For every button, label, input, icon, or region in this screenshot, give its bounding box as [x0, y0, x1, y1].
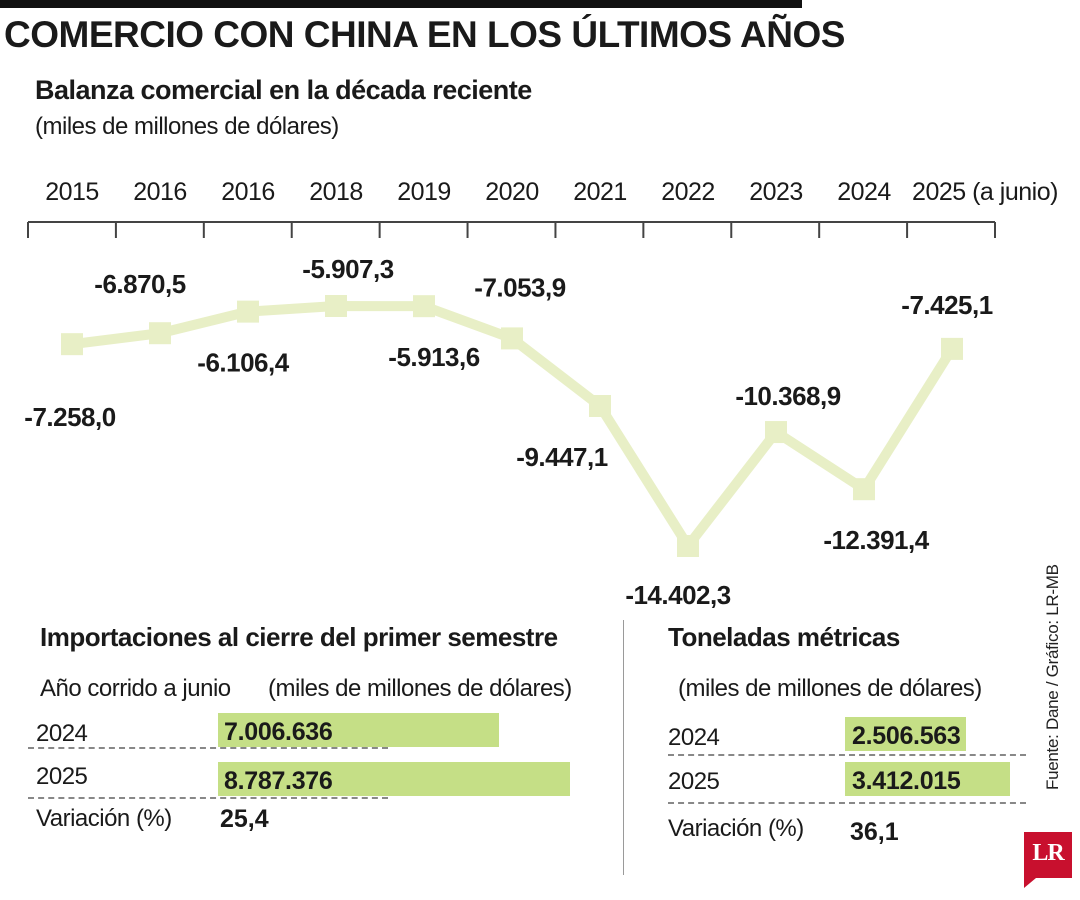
- page-title: COMERCIO CON CHINA EN LOS ÚLTIMOS AÑOS: [4, 14, 845, 55]
- tonnes-divider-2: [668, 802, 1026, 804]
- imports-value-2024: 7.006.636: [224, 718, 333, 746]
- tonnes-value-2024: 2.506.563: [852, 722, 961, 750]
- data-point: [765, 421, 787, 444]
- x-tick-label: 2019: [397, 178, 451, 206]
- data-label: -10.368,9: [735, 381, 840, 411]
- data-label: -6.106,4: [197, 348, 289, 378]
- data-label: -5.907,3: [302, 254, 393, 284]
- data-label: -9.447,1: [516, 442, 607, 472]
- lr-logo-tail: [1024, 878, 1036, 888]
- x-tick-label: 2015: [45, 178, 99, 206]
- imports-variation-label: Variación (%): [36, 805, 172, 832]
- chart-units: (miles de millones de dólares): [35, 113, 339, 140]
- tonnes-variation-value: 36,1: [850, 818, 899, 846]
- tonnes-bar-2024: [845, 717, 967, 751]
- x-tick-label: 2020: [485, 178, 539, 206]
- imports-note-left: Año corrido a junio: [40, 675, 231, 702]
- imports-year-2025: 2025: [36, 763, 88, 790]
- imports-year-2024: 2024: [36, 720, 88, 747]
- data-label: -7.258,0: [24, 402, 115, 432]
- data-point: [589, 395, 611, 418]
- data-point: [61, 333, 83, 356]
- data-point: [413, 295, 435, 318]
- imports-bar-2025: [218, 762, 570, 796]
- lr-logo-text: LR: [1032, 840, 1064, 866]
- x-tick-label: 2016: [221, 178, 275, 206]
- imports-value-2025: 8.787.376: [224, 767, 333, 795]
- x-tick-label: 2024: [837, 178, 891, 206]
- x-axis-labels: 2015 2016 2016 2018 2019 2020 2021 2022 2023 2024…: [45, 178, 1058, 206]
- source-note: Fuente: Dane / Gráfico: LR-MB: [1043, 564, 1062, 790]
- data-point: [677, 535, 699, 557]
- x-tick-label: 2022: [661, 178, 715, 206]
- data-label: -5.913,6: [388, 342, 479, 372]
- balance-data-labels: -7.258,0 -6.870,5 -6.106,4 -5.907,3 -5.913,6…: [24, 254, 993, 610]
- x-tick-label: 2018: [309, 178, 363, 206]
- data-point: [853, 478, 875, 501]
- data-label: -14.402,3: [625, 580, 730, 610]
- tonnes-variation-label: Variación (%): [668, 815, 804, 842]
- imports-variation-value: 25,4: [220, 805, 269, 833]
- imports-bar-2024: [218, 713, 499, 747]
- data-point: [149, 322, 171, 345]
- data-label: -12.391,4: [823, 525, 929, 555]
- balance-markers: [61, 295, 963, 557]
- top-rule: [0, 0, 802, 8]
- x-tick-label: 2025 (a junio): [912, 178, 1058, 206]
- x-tick-label: 2016: [133, 178, 187, 206]
- data-point: [325, 295, 347, 317]
- tonnes-divider-1: [668, 754, 1026, 756]
- tonnes-title: Toneladas métricas: [668, 622, 900, 652]
- x-tick-label: 2023: [749, 178, 803, 206]
- chart-subtitle: Balanza comercial en la década reciente: [35, 75, 532, 105]
- data-label: -7.425,1: [901, 290, 992, 320]
- lr-logo: LR: [1024, 832, 1072, 878]
- imports-divider-1: [28, 747, 388, 749]
- data-label: -7.053,9: [474, 272, 565, 302]
- imports-note-right: (miles de millones de dólares): [268, 675, 572, 702]
- tonnes-note: (miles de millones de dólares): [678, 675, 982, 702]
- tonnes-year-2024: 2024: [668, 724, 720, 751]
- tonnes-value-2025: 3.412.015: [852, 767, 961, 795]
- tonnes-bar-2025: [845, 762, 1010, 796]
- data-point: [501, 327, 523, 350]
- tonnes-year-2025: 2025: [668, 768, 720, 795]
- imports-title: Importaciones al cierre del primer semes…: [40, 622, 558, 652]
- x-axis-ticks: [27, 222, 996, 238]
- data-point: [237, 300, 259, 323]
- section-separator: [623, 620, 624, 875]
- data-label: -6.870,5: [94, 269, 185, 299]
- data-point: [941, 337, 963, 360]
- x-tick-label: 2021: [573, 178, 627, 206]
- imports-divider-2: [28, 797, 388, 799]
